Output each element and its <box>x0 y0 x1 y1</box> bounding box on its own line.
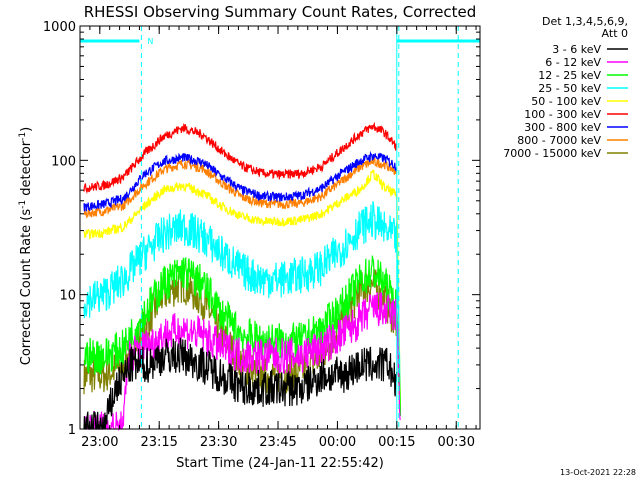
y-tick-label: 1 <box>68 423 76 438</box>
chart-title: RHESSI Observing Summary Count Rates, Co… <box>84 3 477 21</box>
legend-label: 100 - 300 keV <box>524 108 601 121</box>
series-line-50-100-kev <box>83 169 402 410</box>
x-tick-label: 00:30 <box>438 435 475 450</box>
y-axis-label-sup-2: -1 <box>18 132 28 141</box>
x-tick-label: 23:45 <box>259 435 296 450</box>
y-axis-label-sup-1: -1 <box>18 200 28 209</box>
legend-label: 7000 - 15000 keV <box>503 147 601 160</box>
footer-date: 13-Oct-2021 22:28 <box>560 468 636 477</box>
series-line-100-300-kev <box>83 121 398 195</box>
series-line-300-800-kev <box>83 150 398 212</box>
x-tick-label: 00:00 <box>319 435 356 450</box>
series-line-800-7000-kev <box>83 155 398 219</box>
legend-header-line-1: Det 1,3,4,5,6,9, <box>542 15 628 28</box>
y-axis-label-part-3: ) <box>19 127 34 132</box>
legend-label: 800 - 7000 keV <box>517 134 601 147</box>
plot-area: N <box>80 26 480 432</box>
y-axis-label-part-1: Corrected Count Rate (s <box>19 209 34 366</box>
y-tick-label: 10 <box>59 289 76 304</box>
legend-header-line-2: Att 0 <box>602 27 628 40</box>
legend-label: 12 - 25 keV <box>538 69 601 82</box>
series-line-25-50-kev <box>83 201 401 402</box>
series-line-12-25-kev <box>83 255 402 416</box>
axes: 1 10 100 1000 23:00 23:15 23:30 23:45 00:00 00:15… <box>43 20 481 450</box>
series-line-6-12-kev <box>84 292 401 432</box>
y-axis-label: Corrected Count Rate (s-1 detector-1) <box>18 127 34 365</box>
x-tick-label: 00:15 <box>378 435 415 450</box>
y-tick-label: 1000 <box>43 20 76 35</box>
x-tick-label: 23:00 <box>81 435 118 450</box>
axes-frame <box>79 25 481 430</box>
night-marker-label: N <box>147 37 153 46</box>
y-tick-label: 100 <box>51 154 76 169</box>
legend-label: 6 - 12 keV <box>545 56 601 69</box>
x-tick-label: 23:15 <box>140 435 177 450</box>
x-tick-label: 23:30 <box>200 435 237 450</box>
series-line-3-6-kev <box>83 337 398 430</box>
legend-label: 50 - 100 keV <box>531 95 601 108</box>
legend-label: 300 - 800 keV <box>524 121 601 134</box>
x-axis-label: Start Time (24-Jan-11 22:55:42) <box>176 456 384 471</box>
legend-label: 3 - 6 keV <box>552 43 601 56</box>
y-axis-label-part-2: detector <box>19 140 34 200</box>
legend-label: 25 - 50 keV <box>538 82 601 95</box>
